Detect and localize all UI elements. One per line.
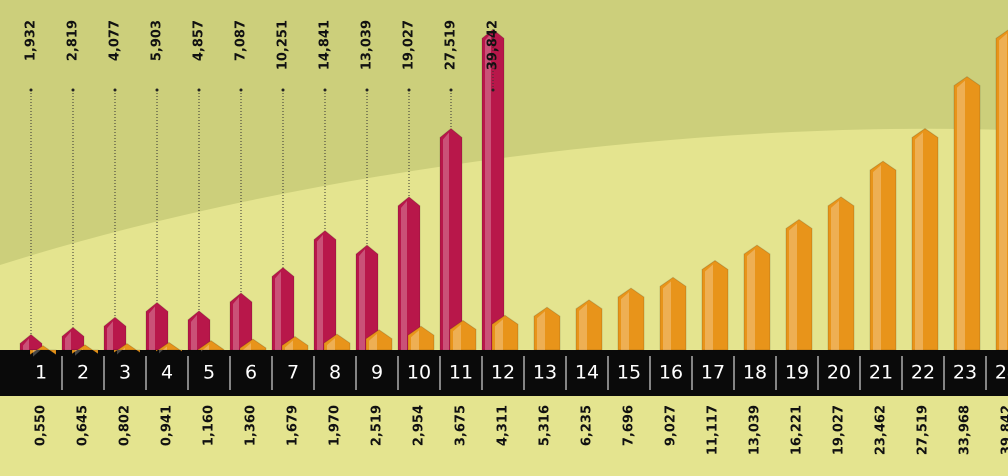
value-label: 5,903 — [150, 20, 165, 61]
value-label: 7,696 — [622, 405, 637, 446]
value-label: 19,027 — [832, 405, 847, 455]
category-label: 17 — [701, 362, 725, 384]
value-label: 0,550 — [34, 405, 49, 446]
category-label: 22 — [911, 362, 935, 384]
bar-highlight — [957, 81, 965, 350]
category-label: 13 — [533, 362, 557, 384]
bar-highlight — [915, 133, 923, 350]
value-label: 14,841 — [318, 20, 333, 70]
category-label: 18 — [743, 362, 767, 384]
value-label: 2,954 — [412, 405, 427, 446]
value-label: 1,360 — [244, 405, 259, 446]
bar-highlight — [621, 292, 629, 350]
value-label: 11,117 — [706, 405, 721, 455]
chart: 1234567891011121314151617181920212223241… — [0, 0, 1008, 476]
leader-dot — [30, 89, 33, 92]
value-label: 4,311 — [496, 405, 511, 446]
value-label: 4,857 — [192, 20, 207, 61]
value-label: 39,842 — [1000, 405, 1008, 455]
category-label: 24 — [995, 362, 1008, 384]
category-label: 1 — [35, 362, 47, 384]
bar-highlight — [275, 272, 281, 350]
leader-dot — [324, 89, 327, 92]
leader-dot — [72, 89, 75, 92]
leader-dot — [492, 89, 495, 92]
value-label: 13,039 — [360, 20, 375, 70]
category-label: 2 — [77, 362, 89, 384]
value-label: 9,027 — [664, 405, 679, 446]
category-label: 3 — [119, 362, 131, 384]
category-label: 15 — [617, 362, 641, 384]
leader-dot — [156, 89, 159, 92]
category-label: 5 — [203, 362, 215, 384]
bar-highlight — [663, 281, 671, 350]
category-label: 9 — [371, 362, 383, 384]
value-label: 13,039 — [748, 405, 763, 455]
value-label: 0,941 — [160, 405, 175, 446]
category-label: 7 — [287, 362, 299, 384]
category-label: 20 — [827, 362, 851, 384]
value-label: 0,802 — [118, 405, 133, 446]
bar-highlight — [359, 249, 365, 350]
category-label: 16 — [659, 362, 683, 384]
leader-dot — [114, 89, 117, 92]
bar-highlight — [579, 304, 587, 350]
value-label: 6,235 — [580, 405, 595, 446]
category-label: 11 — [449, 362, 473, 384]
leader-dot — [366, 89, 369, 92]
bar-highlight — [705, 265, 713, 350]
category-label: 6 — [245, 362, 257, 384]
value-label: 3,675 — [454, 405, 469, 446]
bar-highlight — [317, 235, 323, 350]
category-label: 23 — [953, 362, 977, 384]
value-label: 16,221 — [790, 405, 805, 455]
bar-highlight — [789, 223, 797, 350]
category-label: 21 — [869, 362, 893, 384]
value-label: 23,462 — [874, 405, 889, 455]
value-label: 2,819 — [66, 20, 81, 61]
value-label: 1,970 — [328, 405, 343, 446]
leader-dot — [282, 89, 285, 92]
value-label: 19,027 — [402, 20, 417, 70]
category-label: 10 — [407, 362, 431, 384]
value-label: 1,932 — [24, 20, 39, 61]
value-label: 27,519 — [916, 405, 931, 455]
value-label: 4,077 — [108, 20, 123, 61]
leader-dot — [240, 89, 243, 92]
bar-highlight — [747, 249, 755, 350]
bar-highlight — [873, 165, 881, 350]
bar-highlight — [401, 201, 407, 350]
value-label: 7,087 — [234, 20, 249, 61]
bar-highlight — [149, 306, 155, 350]
value-label: 0,645 — [76, 405, 91, 446]
bar-highlight — [233, 297, 239, 350]
bar-highlight — [443, 133, 449, 350]
value-label: 2,519 — [370, 405, 385, 446]
leader-dot — [408, 89, 411, 92]
value-label: 5,316 — [538, 405, 553, 446]
category-label: 19 — [785, 362, 809, 384]
value-label: 39,842 — [486, 20, 501, 70]
value-label: 10,251 — [276, 20, 291, 70]
value-label: 1,679 — [286, 405, 301, 446]
category-label: 8 — [329, 362, 341, 384]
leader-dot — [198, 89, 201, 92]
value-label: 1,160 — [202, 405, 217, 446]
bar-highlight — [485, 33, 491, 350]
leader-dot — [450, 89, 453, 92]
category-label: 4 — [161, 362, 173, 384]
category-label: 14 — [575, 362, 599, 384]
category-label: 12 — [491, 362, 515, 384]
bar-highlight — [999, 33, 1007, 350]
bar-highlight — [831, 201, 839, 350]
value-label: 27,519 — [444, 20, 459, 70]
value-label: 33,968 — [958, 405, 973, 455]
